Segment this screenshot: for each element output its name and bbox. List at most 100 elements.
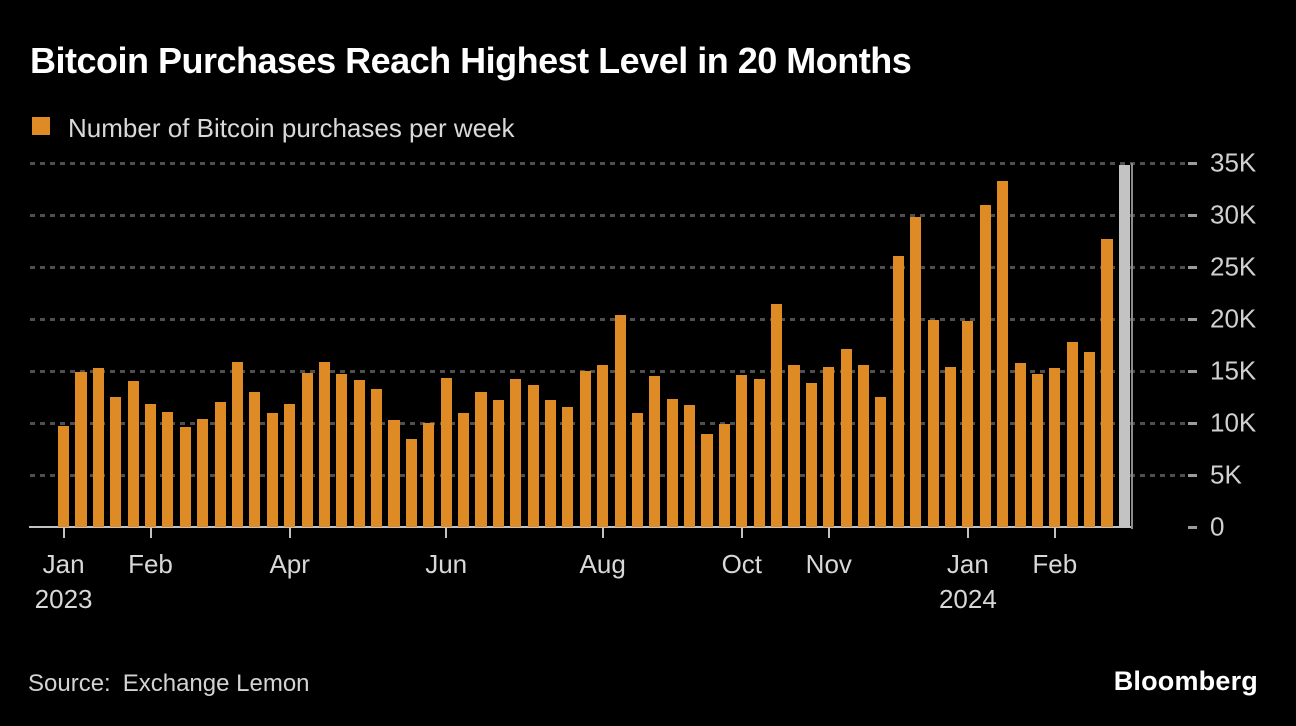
bar-week-31 [579,371,591,527]
y-axis-label-10K: 10K [1210,407,1257,438]
bar-week-13 [266,413,278,527]
x-year-label-2023: 2023 [34,584,93,614]
bar-week-23 [440,378,452,527]
chart-title: Bitcoin Purchases Reach Highest Level in… [30,40,912,81]
source-value: Exchange Lemon [122,670,310,697]
legend-swatch-icon [32,117,50,135]
bar-week-45 [823,367,835,527]
x-tick-Jun [445,528,448,538]
bar-week-48 [875,397,887,527]
bar-week-50 [910,217,922,527]
bar-week-33 [614,315,626,527]
gridline-end-dash-5K [1188,474,1197,477]
bar-week-61 [1101,239,1113,527]
bar-week-6 [145,404,157,527]
y-axis-label-20K: 20K [1210,303,1257,334]
bar-week-26 [492,400,504,527]
x-tick-Jan-2023 [62,528,65,538]
bar-week-51 [927,320,939,527]
bar-week-18 [353,380,365,527]
bar-week-14 [284,404,296,527]
x-label-Feb: Feb [1032,549,1078,579]
bar-week-56 [1014,363,1026,527]
bar-week-11 [231,362,244,527]
bar-week-10 [214,402,226,527]
bar-week-22 [423,423,435,527]
bar-week-30 [562,407,574,527]
x-label-Jun: Jun [425,549,468,579]
gridline-5K [30,474,1188,477]
bar-week-40 [736,375,748,527]
bar-week-49 [892,256,904,527]
y-axis-label-15K: 15K [1210,355,1257,386]
legend-label: Number of Bitcoin purchases per week [68,113,515,143]
x-label-Jan-2023: Jan [42,549,85,579]
bar-week-32 [597,365,609,527]
bar-week-59 [1066,342,1078,527]
gridline-end-dash-20K [1188,318,1197,321]
bar-week-43 [788,365,800,527]
x-year-label-2024: 2024 [938,584,997,614]
bar-week-20 [388,420,400,527]
bar-week-54 [979,205,991,527]
gridline-end-dash-25K [1188,266,1197,269]
bar-week-9 [197,419,209,527]
gridline-end-dash-0 [1188,526,1197,529]
gridline-end-dash-15K [1188,370,1197,373]
gridline-end-dash-30K [1188,214,1197,217]
x-label-Nov: Nov [805,549,852,579]
bar-week-7 [162,412,174,527]
y-axis-label-25K: 25K [1210,251,1257,282]
x-tick-Nov [827,528,830,538]
bar-week-37 [684,405,696,527]
bar-week-52 [944,367,957,527]
bar-week-39 [718,424,730,527]
bloomberg-logo: Bloomberg [1113,666,1258,696]
bar-week-25 [475,392,487,527]
bar-week-58 [1049,368,1061,527]
x-tick-Jan-2024 [966,528,969,538]
source-line: Source: Exchange Lemon [28,670,310,698]
bar-week-8 [179,427,191,527]
bar-week-38 [701,434,713,527]
bar-week-60 [1084,352,1096,527]
x-label-Apr: Apr [269,549,310,579]
gridline-end-dash-10K [1188,422,1197,425]
x-axis-baseline [29,526,1133,528]
gridline-end-dash-35K [1188,162,1197,165]
y-axis-label-30K: 30K [1210,199,1257,230]
bar-week-16 [318,362,331,527]
bar-week-1 [58,426,70,527]
bar-week-46 [840,349,852,527]
bar-week-4 [110,397,122,527]
x-label-Feb: Feb [128,549,173,579]
gridline-20K [30,318,1188,321]
bar-week-2 [75,372,87,527]
bar-week-36 [666,399,678,527]
bar-week-53 [962,321,974,527]
x-label-Aug: Aug [579,549,626,579]
x-label-Jan-2024: Jan [946,549,989,579]
bar-week-29 [544,400,557,527]
bar-week-44 [805,383,817,527]
bar-week-12 [249,392,261,527]
right-axis-line [1131,163,1133,529]
bar-week-47 [857,365,870,527]
gridline-30K [30,214,1188,217]
bar-week-42 [771,304,783,527]
bar-week-62 [1118,165,1130,527]
bar-week-27 [510,379,522,527]
bar-week-57 [1031,374,1043,527]
bar-week-34 [631,413,644,527]
x-tick-Apr [288,528,291,538]
x-tick-Feb [149,528,152,538]
bar-week-15 [301,373,313,527]
bar-week-3 [92,368,104,527]
bar-week-5 [127,381,139,527]
gridline-25K [30,266,1188,269]
x-tick-Feb [1053,528,1056,538]
x-tick-Aug [601,528,604,538]
bar-week-17 [336,374,348,527]
bar-week-41 [753,379,765,527]
